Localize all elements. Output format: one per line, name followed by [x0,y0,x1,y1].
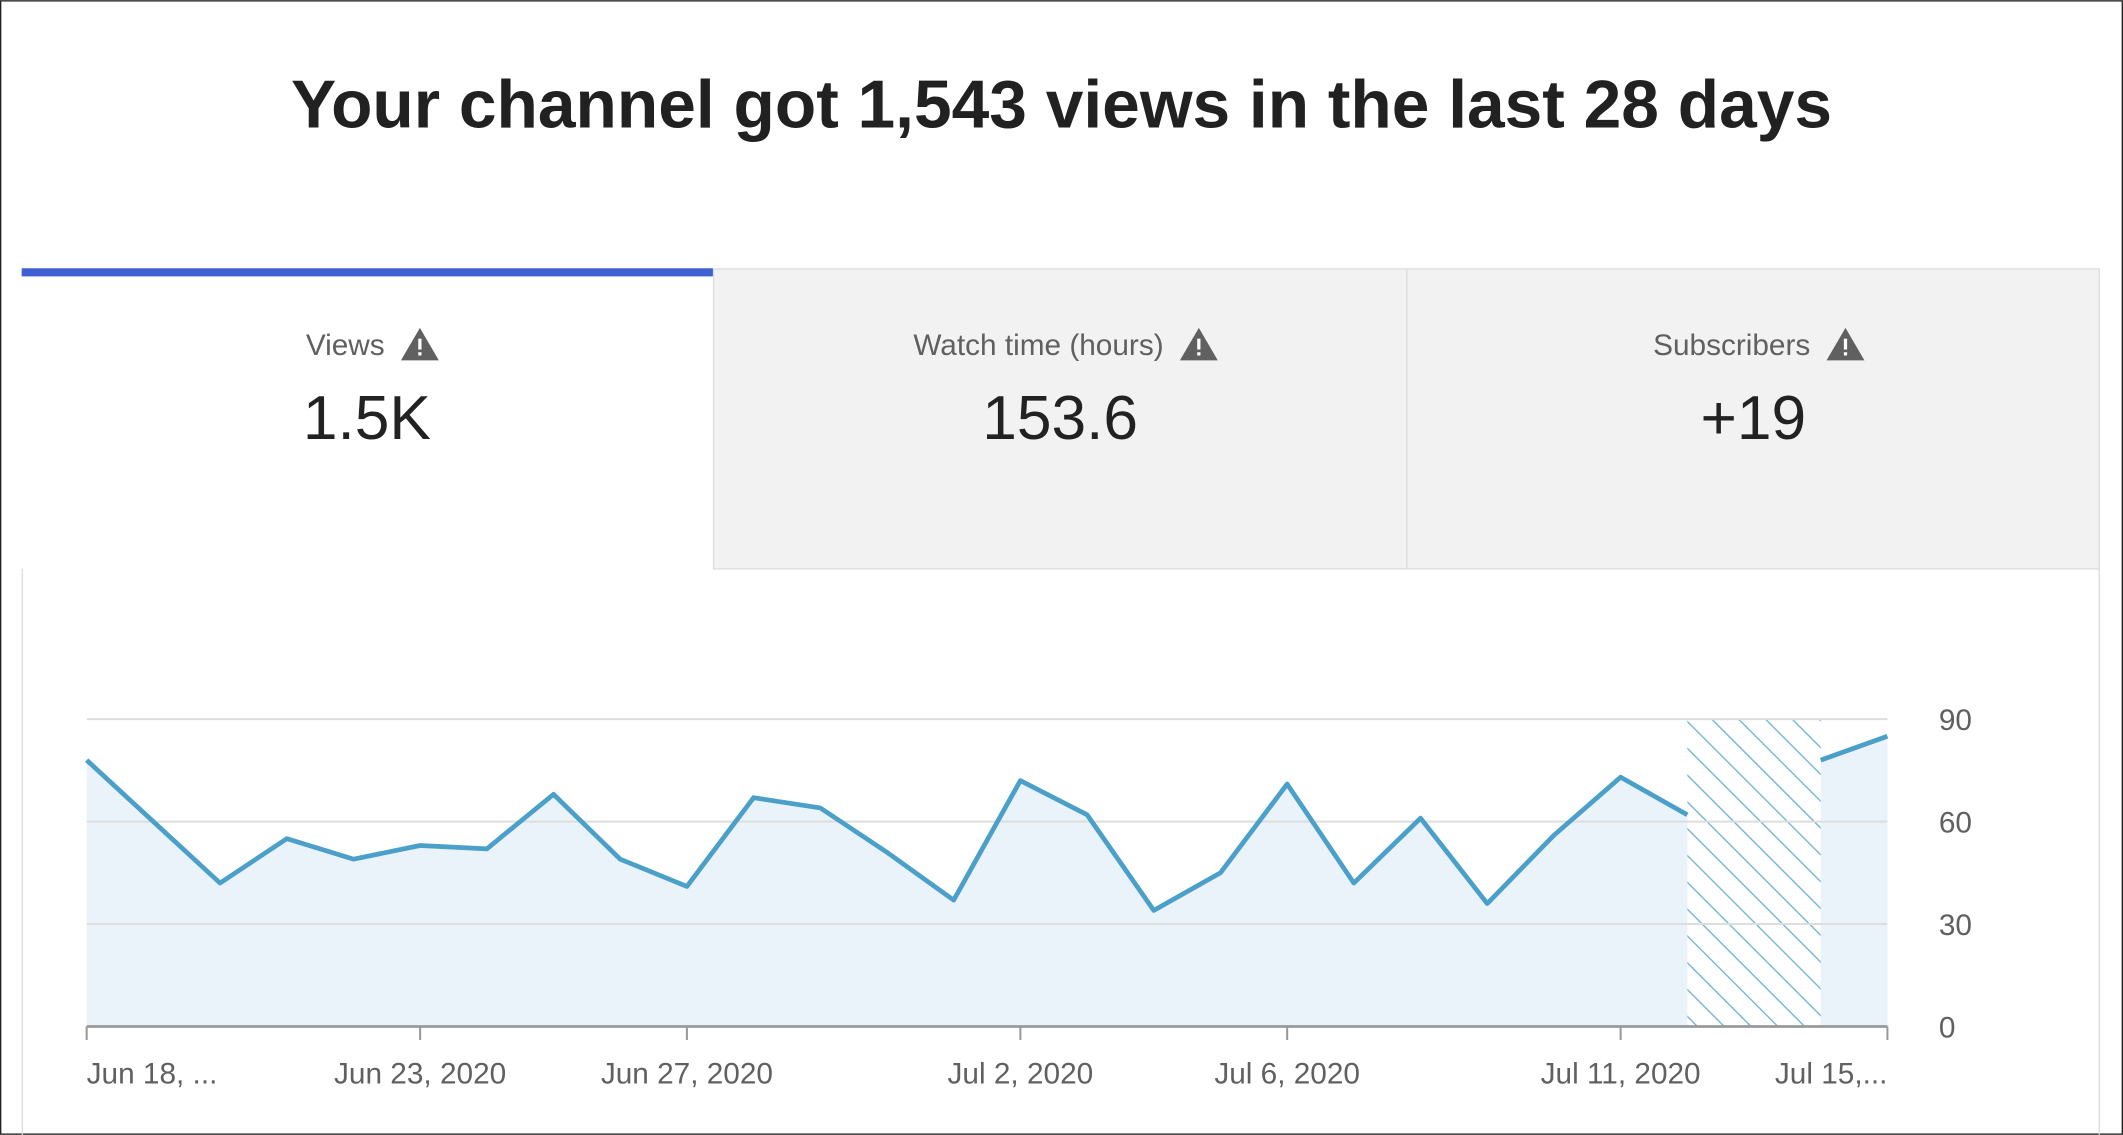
tab[interactable] [21,268,714,569]
warning-mark [418,338,422,350]
x-tick-label: Jul 2, 2020 [948,1057,1094,1090]
tab-label: Subscribers [1653,329,1810,362]
x-tick-label: Jun 18, ... [87,1057,218,1090]
tab-value: +19 [1701,384,1807,453]
y-tick-label: 60 [1939,806,1972,839]
tab-row: Views 1.5K Watch time (hours) 153.6 Subscrib… [303,327,1865,453]
x-tick-label: Jul 15,... [1775,1057,1888,1090]
y-tick-label: 90 [1939,704,1972,737]
line [1819,733,1889,763]
tab-label: Watch time (hours) [913,329,1163,362]
tab[interactable] [712,268,1408,570]
tab-value: 153.6 [982,384,1138,453]
warning-dot [1197,352,1201,356]
line [85,758,1689,913]
y-tick-label: 0 [1939,1011,1956,1044]
warning-mark [1843,338,1848,350]
page-title: Your channel got 1,543 views in the last… [291,67,1832,142]
tab-label: Views [306,329,385,362]
x-tick-label: Jun 23, 2020 [334,1057,506,1090]
warning-dot [418,352,422,356]
tab-value: 1.5K [303,384,431,453]
warning-dot [1843,352,1848,356]
x-tick-label: Jul 11, 2020 [1541,1057,1701,1090]
x-tick-label: Jun 27, 2020 [601,1057,773,1090]
warning-mark [1197,338,1201,350]
x-tick-label: Jul 6, 2020 [1214,1057,1360,1090]
y-tick-label: 30 [1939,909,1972,942]
tab-indicator [21,268,714,277]
tab[interactable] [1406,268,2100,570]
chart: 0 30 60 90 Jun 18, ... Jun 23, 2020 Jun 27, 20… [85,704,1972,1090]
gap-hatch [1687,719,1821,1027]
